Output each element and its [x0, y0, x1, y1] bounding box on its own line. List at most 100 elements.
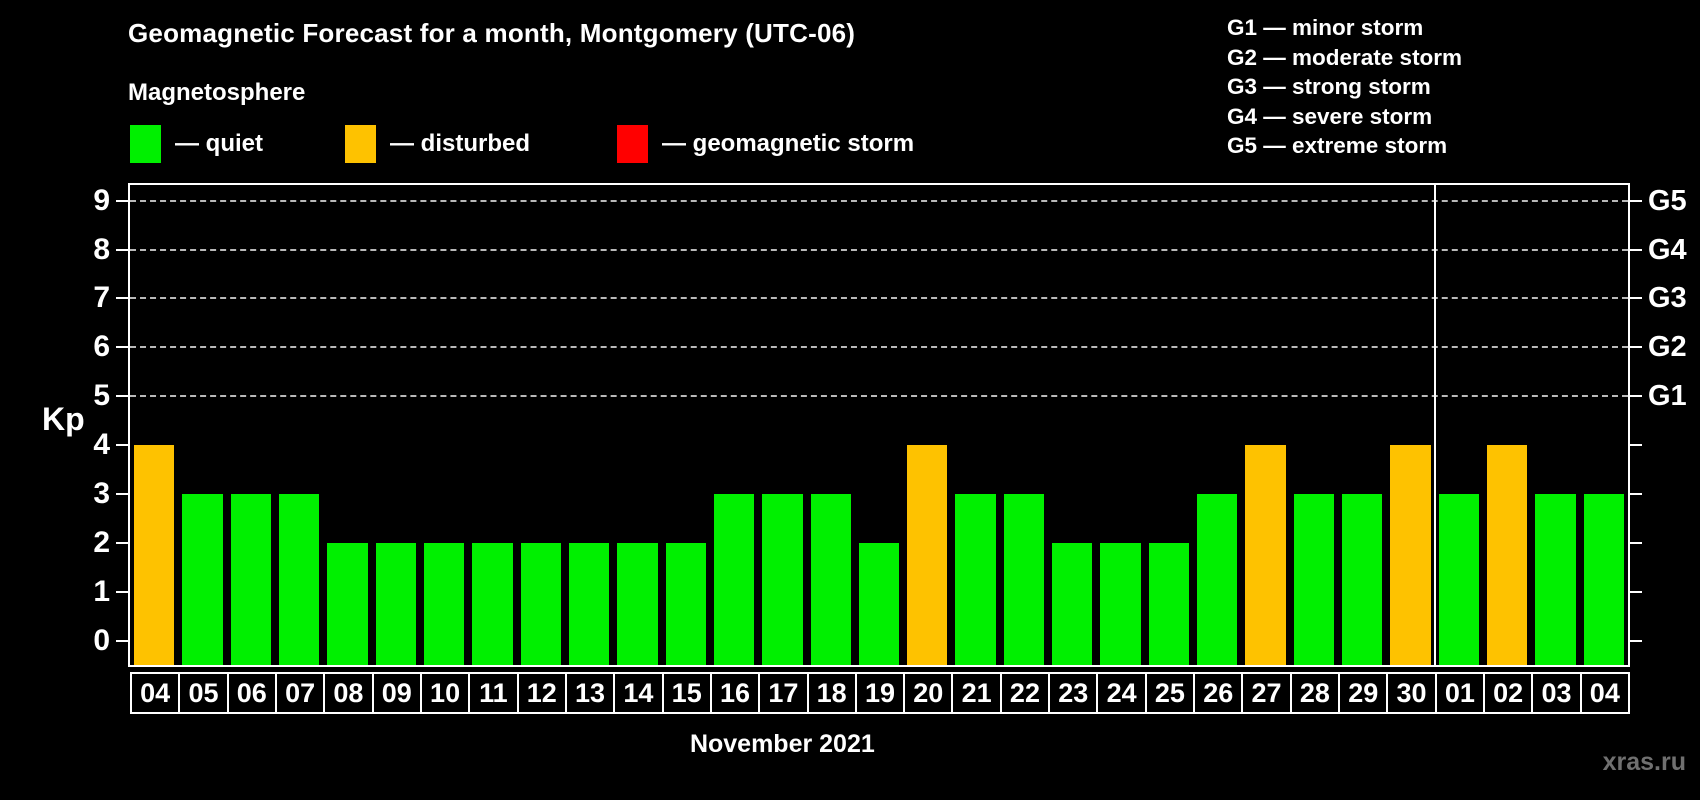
y-tick-label: 2: [93, 525, 110, 559]
y-axis-tick-left: [116, 541, 128, 544]
g2-legend-line: G2 — moderate storm: [1227, 44, 1463, 70]
kp-bar-day-04: [1583, 493, 1624, 665]
kp-bar-day-16: [713, 493, 755, 665]
y-tick-label: 6: [93, 330, 110, 364]
day-label-cell: 20: [903, 672, 954, 714]
y-tick-label: 0: [93, 623, 110, 657]
day-label-cell: 12: [516, 672, 567, 714]
day-label-cell: 08: [323, 672, 374, 714]
g-scale-legend: G1 — minor storm G2 — moderate storm G3 …: [1227, 13, 1462, 161]
legend-label-disturbed: — disturbed: [390, 130, 531, 157]
kp-bar-day-14: [617, 542, 658, 665]
kp-bar-day-25: [1148, 542, 1190, 665]
y-axis-tick-right: [1630, 444, 1642, 447]
kp-bar-day-02: [1487, 445, 1528, 665]
day-label-cell: 30: [1386, 672, 1437, 714]
day-label-cell: 27: [1241, 672, 1292, 714]
page-title: Geomagnetic Forecast for a month, Montgo…: [128, 18, 856, 48]
day-label-cell: 16: [709, 672, 761, 714]
y-axis-tick-right: [1630, 297, 1642, 300]
day-label-cell: 09: [371, 672, 422, 714]
day-label-cell: 15: [661, 672, 712, 714]
month-separator: [1433, 185, 1436, 665]
kp-bar-day-29: [1342, 493, 1383, 665]
kp-bar-day-27: [1245, 445, 1286, 665]
day-label-cell: 06: [226, 672, 277, 714]
gridline-kp6: [130, 346, 1628, 349]
kp-bar-day-11: [472, 542, 513, 665]
kp-bar-day-07: [278, 493, 320, 665]
legend-item-disturbed: — disturbed: [345, 124, 530, 164]
legend-item-quiet: — quiet: [130, 124, 263, 164]
day-label-cell: 11: [468, 672, 519, 714]
y-axis-tick-right: [1630, 199, 1642, 202]
gridline-kp9: [130, 199, 1628, 202]
kp-bar-day-19: [858, 542, 900, 665]
g-tick-label-g4: G4: [1648, 233, 1687, 266]
day-label-cell: 04: [130, 672, 181, 714]
day-label-cell: 03: [1531, 672, 1582, 714]
day-label-cell: 18: [806, 672, 857, 714]
y-axis-tick-left: [116, 346, 128, 349]
g-tick-label-g3: G3: [1648, 282, 1687, 315]
plot-border: [128, 183, 1630, 667]
kp-bar-day-10: [423, 542, 465, 665]
day-label-cell: 10: [419, 672, 471, 714]
y-axis-title: Kp: [42, 400, 85, 437]
day-label-cell: 29: [1338, 672, 1389, 714]
y-tick-label: 9: [93, 183, 110, 217]
y-axis-tick-left: [116, 492, 128, 495]
y-axis-tick-left: [116, 248, 128, 251]
y-axis-tick-left: [116, 639, 128, 642]
kp-bar-day-22: [1003, 493, 1045, 665]
y-axis-tick-right: [1630, 492, 1642, 495]
y-axis-tick-right: [1630, 590, 1642, 593]
g4-legend-line: G4 — severe storm: [1227, 103, 1433, 129]
kp-bar-day-23: [1052, 542, 1093, 665]
y-axis-tick-right: [1630, 395, 1642, 398]
day-label-cell: 19: [854, 672, 906, 714]
quiet-color-swatch: [130, 125, 161, 163]
day-label-cell: 05: [178, 672, 229, 714]
kp-bar-day-21: [955, 493, 996, 665]
kp-bar-day-03: [1535, 493, 1576, 665]
legend-item-storm: — geomagnetic storm: [617, 124, 914, 164]
day-label-cell: 17: [758, 672, 809, 714]
day-label-cell: 24: [1096, 672, 1147, 714]
y-axis-tick-left: [116, 297, 128, 300]
gridline-kp5: [130, 395, 1628, 398]
day-label-cell: 21: [951, 672, 1002, 714]
day-label-cell: 14: [613, 672, 664, 714]
day-label-cell: 02: [1483, 672, 1534, 714]
day-label-cell: 13: [564, 672, 616, 714]
kp-bar-day-26: [1197, 493, 1238, 665]
gridline-kp7: [130, 297, 1628, 300]
kp-bar-day-04: [134, 445, 175, 665]
y-tick-label: 5: [93, 379, 110, 413]
day-label-cell: 22: [999, 672, 1051, 714]
kp-bar-day-20: [907, 445, 948, 665]
kp-bar-day-05: [182, 493, 223, 665]
kp-bar-day-15: [665, 542, 706, 665]
y-axis-tick-right: [1630, 346, 1642, 349]
y-tick-label: 3: [93, 476, 110, 510]
kp-bar-day-12: [520, 542, 561, 665]
g5-legend-line: G5 — extreme storm: [1227, 133, 1448, 158]
gridline-kp8: [130, 248, 1628, 251]
y-axis-tick-right: [1630, 248, 1642, 251]
watermark: xras.ru: [1602, 748, 1686, 776]
kp-bar-day-30: [1390, 445, 1431, 665]
kp-bar-day-09: [375, 542, 416, 665]
kp-bar-day-17: [762, 493, 803, 665]
g3-legend-line: G3 — strong storm: [1227, 74, 1431, 99]
g-tick-label-g5: G5: [1648, 184, 1687, 217]
day-label-cell: 07: [274, 672, 326, 714]
day-label-cell: 26: [1193, 672, 1244, 714]
kp-bar-day-01: [1438, 493, 1480, 665]
kp-bar-day-13: [568, 542, 610, 665]
day-label-cell: 01: [1434, 672, 1486, 714]
y-axis-tick-right: [1630, 541, 1642, 544]
legend-label-storm: — geomagnetic storm: [662, 130, 915, 157]
kp-bar-day-24: [1100, 542, 1141, 665]
